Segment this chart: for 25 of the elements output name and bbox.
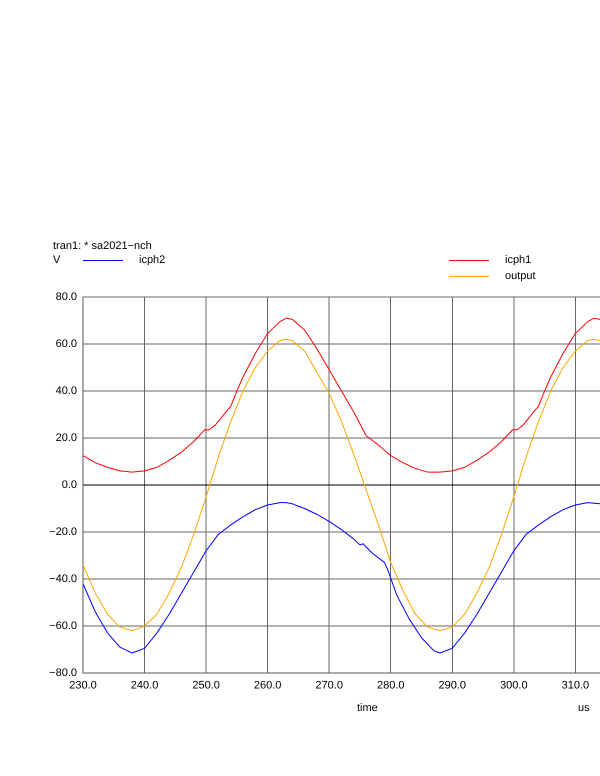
y-tick-label: 0.0 <box>62 479 77 492</box>
legend-label: output <box>505 270 536 282</box>
legend-label: icph1 <box>505 254 532 266</box>
x-axis-title: time <box>357 702 378 714</box>
legend-label: icph2 <box>139 254 166 266</box>
x-tick-label: 250.0 <box>192 680 220 692</box>
x-tick-label: 300.0 <box>500 680 528 692</box>
y-axis-title: V <box>53 254 60 266</box>
y-tick-label: −80.0 <box>49 667 77 680</box>
x-tick-label: 270.0 <box>315 680 343 692</box>
y-tick-label: 60.0 <box>56 338 77 350</box>
y-tick-label: 20.0 <box>56 432 77 444</box>
y-tick-label: 80.0 <box>56 291 77 304</box>
x-tick-label: 230.0 <box>69 680 97 692</box>
x-tick-label: 240.0 <box>130 680 158 692</box>
chart-title: tran1: * sa2021−nch <box>53 240 152 252</box>
y-tick-label: 40.0 <box>56 385 77 398</box>
text: us <box>578 702 590 714</box>
y-tick-label: −20.0 <box>49 526 77 538</box>
x-tick-label: 280.0 <box>376 680 405 692</box>
y-tick-label: −40.0 <box>49 573 77 586</box>
y-tick-label: −60.0 <box>49 620 77 632</box>
x-tick-label: 310.0 <box>562 680 590 692</box>
x-tick-label: 260.0 <box>254 680 282 692</box>
x-tick-label: 290.0 <box>438 680 466 692</box>
